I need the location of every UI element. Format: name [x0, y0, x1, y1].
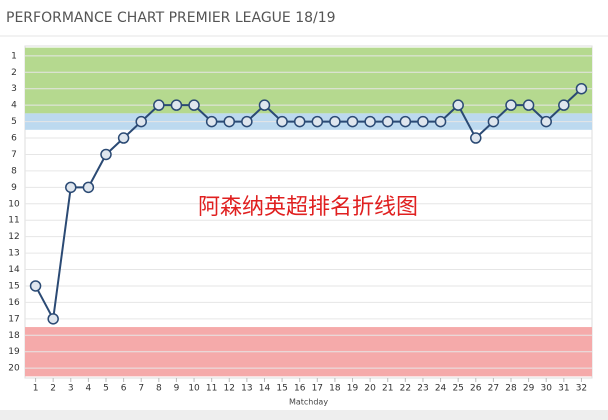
x-tick-label: 21 — [382, 384, 393, 394]
x-tick-label: 30 — [540, 384, 552, 394]
x-tick-label: 24 — [435, 384, 447, 394]
x-tick-label: 22 — [400, 384, 411, 394]
x-tick-label: 15 — [276, 384, 287, 394]
point-marker — [311, 115, 324, 128]
y-tick-label: 19 — [8, 347, 20, 357]
annotation: 阿森纳英超排名折线图 — [198, 195, 418, 220]
x-tick-label: 23 — [417, 384, 428, 394]
point-marker — [276, 115, 288, 128]
point-marker — [223, 115, 236, 128]
y-tick-label: 2 — [11, 68, 17, 78]
x-tick-label: 14 — [259, 384, 271, 394]
x-tick-label: 27 — [488, 384, 499, 394]
y-tick-label: 8 — [11, 166, 17, 176]
point-marker — [381, 115, 394, 128]
point-marker — [434, 115, 447, 128]
y-tick-label: 4 — [11, 101, 17, 111]
chart-title: PERFORMANCE CHART PREMIER LEAGUE 18/19 — [6, 10, 336, 26]
y-tick-label: 6 — [11, 134, 17, 144]
point-marker — [452, 99, 464, 111]
x-tick-label: 4 — [86, 384, 92, 394]
x-tick-label: 7 — [138, 384, 144, 394]
x-tick-label: 13 — [241, 384, 252, 394]
y-tick-label: 7 — [11, 150, 17, 160]
point-marker — [170, 99, 183, 111]
x-tick-label: 18 — [329, 384, 341, 394]
x-tick-label: 31 — [558, 384, 569, 394]
x-tick-label: 17 — [312, 384, 323, 394]
y-tick-label: 13 — [8, 249, 19, 259]
y-tick-label: 1 — [11, 51, 17, 61]
zone-band — [25, 47, 592, 114]
y-tick-label: 3 — [11, 84, 17, 94]
point-marker — [470, 132, 482, 144]
x-tick-label: 10 — [188, 384, 200, 394]
x-tick-label: 19 — [347, 384, 359, 394]
point-marker — [575, 82, 588, 95]
x-tick-label: 6 — [121, 384, 127, 394]
x-tick-label: 2 — [50, 384, 56, 394]
y-tick-label: 18 — [8, 331, 20, 341]
y-tick-label: 17 — [8, 314, 19, 324]
x-tick-label: 29 — [523, 384, 535, 394]
x-tick-label: 5 — [103, 384, 109, 394]
y-tick-label: 9 — [11, 183, 17, 193]
x-tick-label: 16 — [294, 384, 306, 394]
x-tick-label: 32 — [576, 384, 587, 394]
x-tick-label: 3 — [68, 384, 74, 394]
point-marker — [82, 181, 95, 194]
y-tick-label: 12 — [8, 232, 19, 242]
x-tick-label: 11 — [206, 384, 217, 394]
y-tick-label: 14 — [8, 265, 20, 275]
point-marker — [399, 115, 412, 128]
y-tick-label: 11 — [8, 216, 19, 226]
x-tick-label: 1 — [33, 384, 39, 394]
point-marker — [29, 280, 42, 292]
point-marker — [505, 99, 517, 111]
x-tick-label: 12 — [224, 384, 235, 394]
footer-strip — [0, 410, 608, 420]
point-marker — [153, 99, 165, 111]
point-marker — [65, 181, 77, 194]
x-tick-label: 25 — [452, 384, 463, 394]
point-marker — [346, 115, 359, 128]
point-marker — [135, 115, 147, 128]
point-marker — [241, 115, 253, 128]
point-marker — [47, 313, 59, 325]
y-tick-label: 15 — [8, 281, 19, 291]
point-marker — [205, 115, 218, 128]
point-marker — [188, 99, 200, 111]
y-tick-label: 16 — [8, 298, 20, 308]
point-marker — [364, 115, 376, 128]
point-marker — [558, 99, 570, 111]
x-tick-label: 20 — [364, 384, 376, 394]
point-marker — [329, 115, 341, 128]
point-marker — [258, 99, 271, 111]
point-marker — [540, 115, 552, 128]
point-marker — [293, 115, 306, 128]
point-marker — [417, 115, 429, 128]
point-marker — [100, 148, 112, 161]
x-axis-label: Matchday — [289, 398, 328, 407]
x-tick-label: 26 — [470, 384, 482, 394]
y-tick-label: 10 — [8, 199, 20, 209]
y-tick-label: 5 — [11, 117, 17, 127]
y-tick-label: 20 — [8, 364, 20, 374]
x-tick-label: 9 — [174, 384, 180, 394]
point-marker — [522, 99, 535, 111]
x-tick-label: 8 — [156, 384, 162, 394]
point-marker — [117, 132, 130, 144]
x-tick-label: 28 — [505, 384, 517, 394]
point-marker — [487, 115, 500, 128]
